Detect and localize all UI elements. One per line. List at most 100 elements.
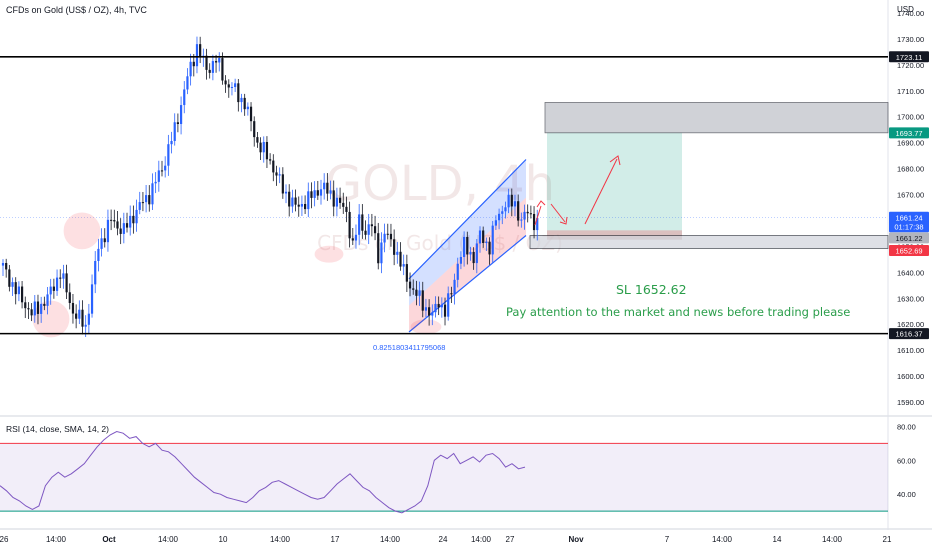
candle-body [160,170,164,172]
candle-body [507,194,510,208]
candle-body [20,286,24,303]
candle [278,167,281,184]
candle-body [138,202,141,210]
candle [208,63,211,79]
candle-body [265,141,269,160]
candle-body [294,197,297,205]
candle [437,296,440,316]
candle [97,238,100,272]
price-tick-label: 1600.00 [897,372,924,381]
price-tag-label: 1693.77 [895,129,922,138]
candle [176,113,179,133]
candle [523,204,526,230]
candle [68,283,71,310]
candle [304,195,307,215]
candle [164,156,167,178]
candle-body [389,233,393,240]
candle [351,227,354,246]
candle-body [428,307,431,316]
candle [27,302,30,320]
candle-body [316,190,319,196]
demand-zone [529,235,889,249]
candle [221,52,224,85]
candle [288,184,291,217]
candle-body [94,261,97,285]
candle [319,179,323,205]
candle-body [348,211,351,239]
candle-body [55,277,59,291]
time-tick-label: 26 [0,535,9,544]
candle [122,212,125,244]
candle-body [49,286,52,295]
rsi-title[interactable]: RSI (14, close, SMA, 14, 2) [6,424,109,434]
candle [472,247,475,270]
candle [262,136,265,163]
candle-body [208,69,211,73]
arrow-head-1 [536,200,546,208]
candle-body [367,224,370,235]
price-tag [889,328,929,340]
candle [87,303,90,334]
candle-body [281,174,284,194]
candle [14,277,17,305]
fib-value-label: 0.8251803411795068 [373,343,446,352]
rsi-line [0,430,526,514]
candle [256,132,259,148]
candle-body [224,80,227,85]
candle-body [78,309,81,319]
candle-body [110,219,113,221]
candle [234,78,237,93]
candle [125,212,129,233]
candle [269,153,272,165]
candle [224,75,227,93]
candle-body [520,219,523,221]
candle-body [338,197,342,203]
candle-body [501,211,504,214]
candle [526,204,529,223]
candle [284,184,288,204]
time-tick-label: 14 [773,535,782,544]
candle [154,172,157,194]
candle-body [354,234,358,241]
candle-body [230,86,234,88]
candle [281,167,284,199]
candle-body [106,219,110,243]
candle [513,194,517,217]
candle [30,303,33,322]
candle-body [183,89,186,106]
candle-body [75,313,78,319]
candle [380,232,383,274]
time-tick-label: Oct [102,535,116,544]
candle-body [319,189,323,196]
candle [348,201,351,248]
candle [5,258,8,278]
price-tag-label: 1616.37 [895,330,922,339]
candle [253,116,256,147]
candle-body [262,141,265,153]
candle-body [259,142,262,153]
candle-body [71,302,75,314]
symbol-header[interactable]: CFDs on Gold (US$ / OZ), 4h, TVC [6,5,147,15]
candle [313,181,316,207]
price-tag-label: 1661.24 [895,213,922,222]
candle [447,286,450,321]
stop-zone [547,230,682,240]
candle [43,296,46,311]
candle [151,173,154,211]
candle-body [36,301,40,314]
trading-note: Pay attention to the market and news bef… [506,305,851,319]
candle-body [176,122,179,125]
candle-body [24,302,27,309]
candle-body [463,236,466,257]
candle-body [361,214,364,231]
candle [259,137,262,160]
watermark-subtitle: CFDs on Gold (US$ / OZ) [317,231,563,255]
candle-body [14,282,17,295]
candle-body [189,61,192,77]
candle-body [297,204,300,207]
price-tick-label: 1680.00 [897,165,924,174]
candle [36,294,40,325]
candle-body [269,159,272,161]
